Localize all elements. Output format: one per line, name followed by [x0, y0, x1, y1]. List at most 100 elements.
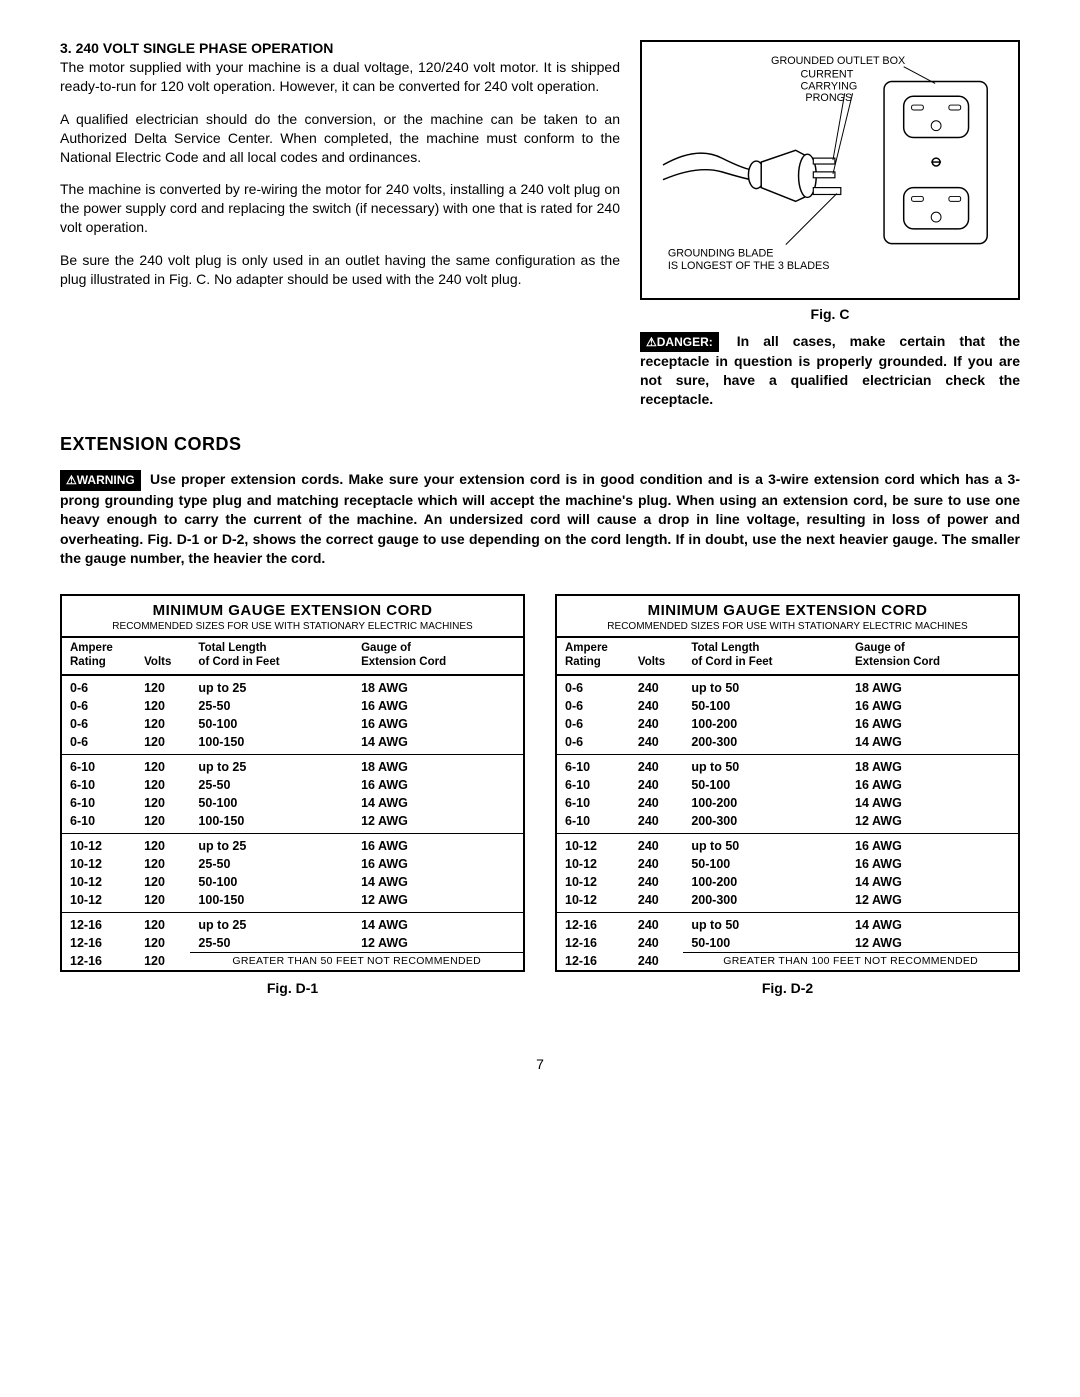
- warning-text: Use proper extension cords. Make sure yo…: [60, 471, 1020, 567]
- table-row: 6-10240up to 5018 AWG: [556, 754, 1019, 776]
- cell-volts: 240: [630, 891, 683, 913]
- cell-length: 100-200: [683, 794, 847, 812]
- table-d2-caption: Fig. D-2: [555, 980, 1020, 996]
- cell-ampere: 0-6: [556, 733, 630, 755]
- table-title: MINIMUM GAUGE EXTENSION CORD: [556, 595, 1019, 621]
- cell-ampere: 6-10: [556, 794, 630, 812]
- table-d1-wrap: MINIMUM GAUGE EXTENSION CORDRECOMMENDED …: [60, 594, 525, 996]
- cell-volts: 240: [630, 697, 683, 715]
- cell-length: 25-50: [190, 855, 353, 873]
- cell-volts: 120: [136, 912, 190, 934]
- table-d2-wrap: MINIMUM GAUGE EXTENSION CORDRECOMMENDED …: [555, 594, 1020, 996]
- cell-ampere: 12-16: [556, 912, 630, 934]
- cell-volts: 240: [630, 833, 683, 855]
- table-note-row: 12-16240GREATER THAN 100 FEET NOT RECOMM…: [556, 952, 1019, 971]
- cell-length: 50-100: [683, 776, 847, 794]
- table-row: 0-6120up to 2518 AWG: [61, 675, 524, 697]
- col-volts: Volts: [630, 637, 683, 675]
- label-grounded-box: GROUNDED OUTLET BOX: [771, 55, 905, 67]
- table-subtitle: RECOMMENDED SIZES FOR USE WITH STATIONAR…: [556, 621, 1019, 637]
- cell-ampere: 6-10: [556, 754, 630, 776]
- label-prongs: PRONGS: [805, 92, 852, 104]
- cell-volts: 240: [630, 776, 683, 794]
- cell-length: 100-200: [683, 715, 847, 733]
- table-row: 10-12120up to 2516 AWG: [61, 833, 524, 855]
- cell-volts: 120: [136, 733, 190, 755]
- cell-ampere: 6-10: [61, 812, 136, 834]
- col-volts: Volts: [136, 637, 190, 675]
- cell-ampere: 10-12: [556, 873, 630, 891]
- col-length: Total Lengthof Cord in Feet: [683, 637, 847, 675]
- extension-cords-heading: EXTENSION CORDS: [60, 434, 1020, 455]
- table-row: 10-1212050-10014 AWG: [61, 873, 524, 891]
- table-row: 12-1624050-10012 AWG: [556, 934, 1019, 953]
- cell-gauge: 14 AWG: [847, 912, 1019, 934]
- cell-ampere: 10-12: [556, 891, 630, 913]
- cell-ampere: 12-16: [556, 934, 630, 953]
- cell-ampere: 0-6: [556, 675, 630, 697]
- cell-volts: 240: [630, 715, 683, 733]
- warning-label: ⚠WARNING: [60, 470, 141, 491]
- table-row: 12-16240up to 5014 AWG: [556, 912, 1019, 934]
- gauge-table-d2: MINIMUM GAUGE EXTENSION CORDRECOMMENDED …: [555, 594, 1020, 972]
- cell-length: 25-50: [190, 776, 353, 794]
- cell-ampere: 0-6: [61, 715, 136, 733]
- cell-gauge: 14 AWG: [353, 873, 524, 891]
- table-title: MINIMUM GAUGE EXTENSION CORD: [61, 595, 524, 621]
- table-row: 6-10120100-15012 AWG: [61, 812, 524, 834]
- cell-volts: 120: [136, 675, 190, 697]
- cell-gauge: 12 AWG: [847, 812, 1019, 834]
- table-row: 10-1224050-10016 AWG: [556, 855, 1019, 873]
- label-carrying: CARRYING: [801, 80, 858, 92]
- cell-length: 200-300: [683, 733, 847, 755]
- cell-length: up to 50: [683, 675, 847, 697]
- table-row: 10-12240100-20014 AWG: [556, 873, 1019, 891]
- cell-gauge: 12 AWG: [847, 891, 1019, 913]
- table-row: 0-612025-5016 AWG: [61, 697, 524, 715]
- cell-gauge: 18 AWG: [847, 754, 1019, 776]
- table-row: 10-12120100-15012 AWG: [61, 891, 524, 913]
- cell-gauge: 14 AWG: [353, 733, 524, 755]
- table-row: 6-1012025-5016 AWG: [61, 776, 524, 794]
- cell-ampere: 12-16: [61, 912, 136, 934]
- cell-ampere: 0-6: [61, 697, 136, 715]
- cell-ampere: 0-6: [61, 733, 136, 755]
- table-row: 0-612050-10016 AWG: [61, 715, 524, 733]
- cell-length: 25-50: [190, 934, 353, 953]
- cell-ampere: 6-10: [61, 776, 136, 794]
- table-row: 0-6240up to 5018 AWG: [556, 675, 1019, 697]
- gauge-table-d1: MINIMUM GAUGE EXTENSION CORDRECOMMENDED …: [60, 594, 525, 972]
- table-note-row: 12-16120GREATER THAN 50 FEET NOT RECOMME…: [61, 952, 524, 971]
- table-row: 0-624050-10016 AWG: [556, 697, 1019, 715]
- cell-gauge: 12 AWG: [353, 891, 524, 913]
- cell-volts: 240: [630, 675, 683, 697]
- table-row: 12-1612025-5012 AWG: [61, 934, 524, 953]
- cell-ampere: 6-10: [556, 812, 630, 834]
- cell-length: 200-300: [683, 891, 847, 913]
- cell-length: 100-200: [683, 873, 847, 891]
- cell-length: 100-150: [190, 812, 353, 834]
- cell-length: up to 25: [190, 912, 353, 934]
- page-number: 7: [60, 1056, 1020, 1072]
- cell-ampere: 12-16: [556, 952, 630, 971]
- cell-volts: 120: [136, 833, 190, 855]
- cell-note: GREATER THAN 50 FEET NOT RECOMMENDED: [190, 952, 524, 971]
- tables-row: MINIMUM GAUGE EXTENSION CORDRECOMMENDED …: [60, 594, 1020, 996]
- cell-gauge: 12 AWG: [353, 812, 524, 834]
- cell-ampere: 6-10: [61, 754, 136, 776]
- text-column: 3. 240 VOLT SINGLE PHASE OPERATION The m…: [60, 40, 620, 409]
- table-d1-caption: Fig. D-1: [60, 980, 525, 996]
- table-row: 6-10240200-30012 AWG: [556, 812, 1019, 834]
- cell-volts: 120: [136, 934, 190, 953]
- cell-volts: 120: [136, 794, 190, 812]
- cell-ampere: 10-12: [61, 873, 136, 891]
- cell-length: 50-100: [190, 715, 353, 733]
- cell-gauge: 16 AWG: [847, 776, 1019, 794]
- cell-gauge: 16 AWG: [847, 833, 1019, 855]
- cell-gauge: 16 AWG: [353, 715, 524, 733]
- cell-gauge: 16 AWG: [847, 715, 1019, 733]
- cell-gauge: 16 AWG: [353, 833, 524, 855]
- label-ground-blade-2: IS LONGEST OF THE 3 BLADES: [668, 260, 830, 272]
- paragraph-3: The machine is converted by re-wiring th…: [60, 180, 620, 237]
- table-row: 6-10240100-20014 AWG: [556, 794, 1019, 812]
